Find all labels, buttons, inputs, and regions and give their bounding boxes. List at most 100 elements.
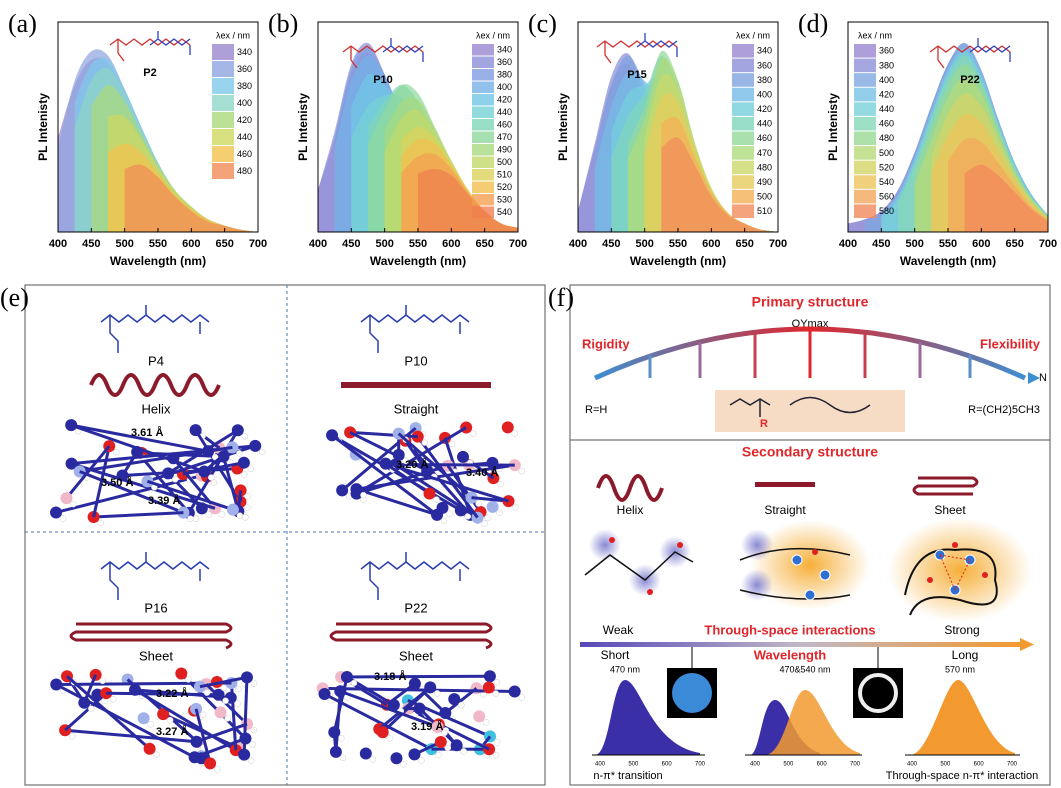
atom — [441, 518, 447, 524]
legend-title: λex / nm — [216, 30, 250, 40]
legend-label: 400 — [879, 75, 894, 85]
x-tick-label: 500 — [635, 238, 653, 250]
legend-label: 460 — [879, 119, 894, 129]
figure: (e) (f) Primary structure QYmax Rigidity… — [0, 0, 1061, 788]
y-axis-label: PL Intenisty — [826, 93, 840, 161]
atom — [494, 739, 500, 745]
atom — [387, 735, 393, 741]
legend-label: 380 — [497, 70, 512, 80]
gradient-arrow — [580, 642, 1020, 647]
atom — [236, 450, 242, 456]
atom — [483, 681, 495, 693]
legend-label: 420 — [237, 115, 252, 125]
wavelength-long: Long — [952, 648, 979, 662]
atom — [497, 510, 503, 516]
legend-swatch — [472, 132, 494, 144]
atom — [110, 696, 116, 702]
atom — [493, 690, 499, 696]
x-tick-label: 500 — [905, 238, 923, 250]
atom — [148, 721, 154, 727]
legend-label: 380 — [237, 81, 252, 91]
atom — [448, 693, 460, 705]
x-tick-label: 600 — [702, 238, 720, 250]
legend-swatch — [732, 175, 754, 189]
molecule — [50, 668, 257, 773]
polymer-label: P15 — [627, 69, 647, 81]
conformation-label: Helix — [142, 401, 171, 416]
distance-label: 3.20 Å — [396, 458, 428, 471]
distance-label: 3.19 Å — [411, 720, 443, 733]
helix-ribbon — [598, 476, 662, 500]
atom — [360, 747, 372, 759]
x-tick-label: 400 — [49, 238, 67, 250]
atom — [377, 726, 389, 738]
atom — [251, 727, 257, 733]
legend-label: 400 — [237, 98, 252, 108]
mini-tick-label: 700 — [850, 762, 861, 768]
interaction-weak: Weak — [603, 623, 634, 637]
legend-label: 420 — [879, 89, 894, 99]
legend-label: 420 — [757, 104, 772, 114]
atom — [225, 715, 231, 721]
atom — [487, 501, 499, 513]
atom — [422, 440, 428, 446]
structure — [361, 305, 469, 353]
interaction-illustration — [585, 518, 1032, 622]
legend-swatch — [212, 44, 234, 60]
atom — [172, 476, 178, 482]
x-tick-label: 450 — [872, 238, 890, 250]
distance-label: 3.50 Å — [101, 476, 133, 489]
atom — [241, 471, 247, 477]
atom — [461, 748, 467, 754]
legend-swatch — [854, 88, 876, 102]
mini-spectra — [592, 680, 1020, 755]
atom — [248, 466, 254, 472]
legend-label: 480 — [879, 133, 894, 143]
legend-swatch — [212, 129, 234, 145]
atom — [512, 504, 518, 510]
legend-label: 540 — [497, 207, 512, 217]
x-tick-label: 400 — [839, 238, 857, 250]
legend-label: 420 — [497, 95, 512, 105]
panel-label: (b) — [268, 9, 298, 38]
legend-label: 510 — [757, 206, 772, 216]
conformation-label: Sheet — [139, 648, 173, 663]
legend-label: 460 — [757, 133, 772, 143]
legend-swatch — [472, 44, 494, 56]
atom — [370, 756, 376, 762]
atom — [113, 449, 119, 455]
axis-end: N — [1039, 372, 1047, 384]
legend-label: 440 — [879, 104, 894, 114]
atom — [138, 712, 150, 724]
legend-swatch — [854, 146, 876, 160]
panel-label: (e) — [0, 283, 29, 312]
legend-swatch — [472, 207, 494, 219]
atom — [473, 710, 485, 722]
legend-label: 500 — [757, 192, 772, 202]
atom — [475, 501, 481, 507]
legend-swatch — [732, 59, 754, 73]
atom — [214, 766, 220, 772]
x-tick-label: 450 — [342, 238, 360, 250]
legend-swatch — [472, 57, 494, 69]
atom — [167, 717, 173, 723]
legend-swatch — [854, 204, 876, 218]
atom — [483, 719, 489, 725]
legend-swatch — [472, 119, 494, 131]
legend-swatch — [212, 78, 234, 94]
atom — [215, 706, 227, 718]
legend-swatch — [854, 175, 876, 189]
legend-label: 490 — [757, 177, 772, 187]
legend-swatch — [212, 146, 234, 162]
mini-tick-label: 500 — [628, 762, 639, 768]
legend-swatch — [854, 102, 876, 116]
atom — [433, 497, 439, 503]
flexibility: Flexibility — [980, 336, 1041, 351]
legend-label: 360 — [757, 60, 772, 70]
atom — [185, 677, 191, 683]
legend-swatch — [732, 73, 754, 87]
atom — [208, 474, 214, 480]
atom — [494, 679, 500, 685]
polymer-label: P10 — [404, 353, 427, 368]
legend-label: 490 — [497, 145, 512, 155]
